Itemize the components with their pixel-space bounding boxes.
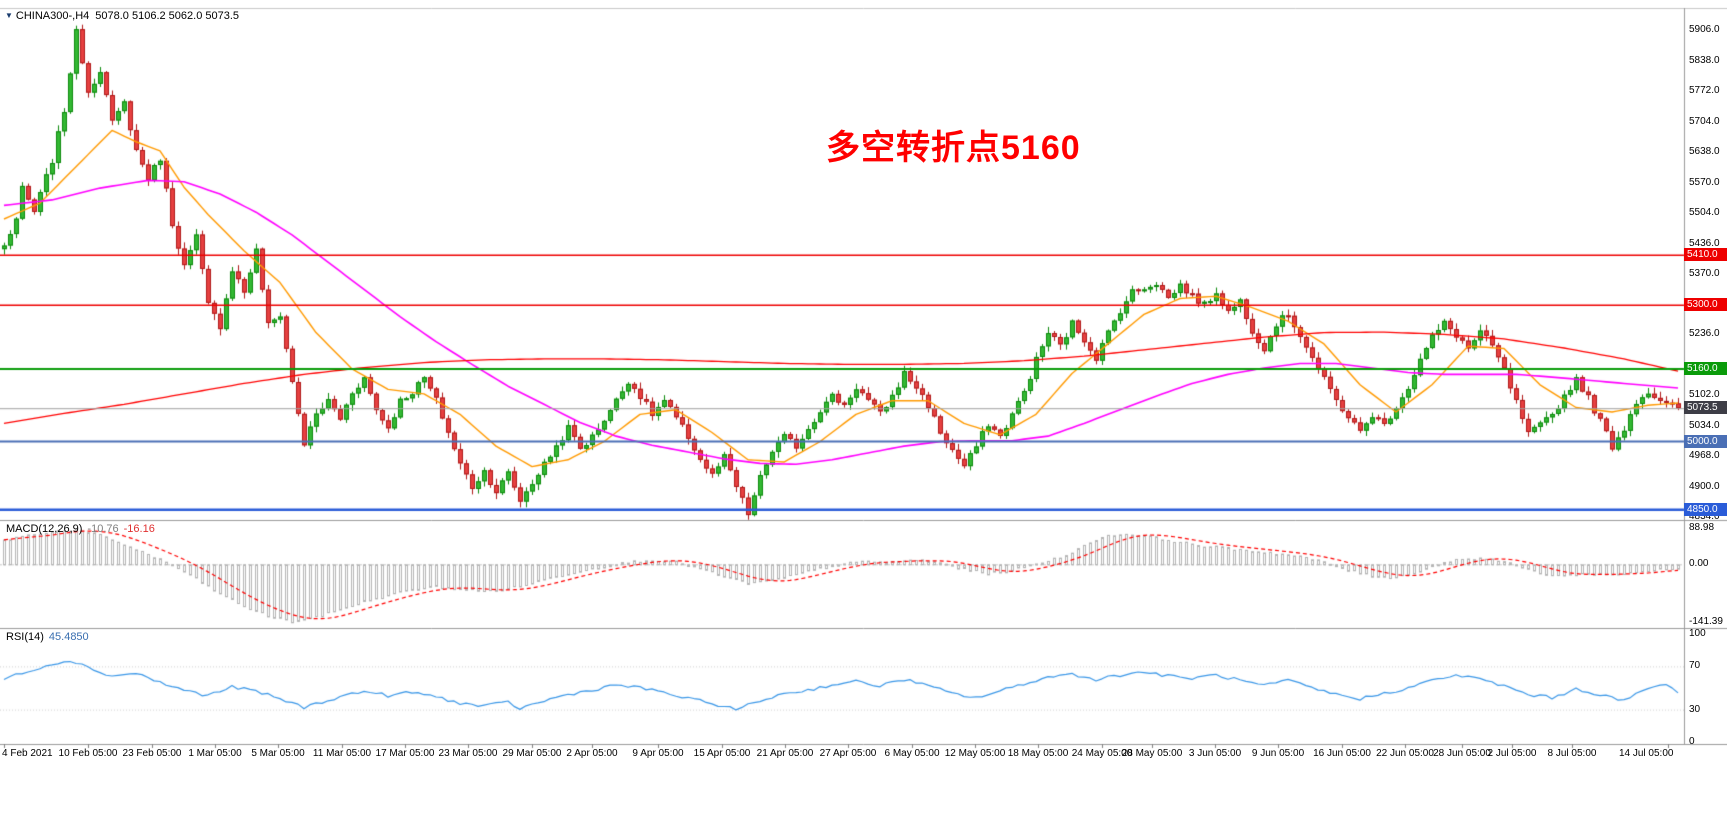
annotation-text: 多空转折点5160 (826, 129, 1081, 167)
macd-main-value: -10.76 (87, 523, 119, 535)
chart-collapse-icon[interactable]: ▼ (5, 11, 13, 20)
macd-label: MACD(12,26,9) (6, 523, 83, 535)
ohlc-values: 5078.0 5106.2 5062.0 5073.5 (95, 10, 240, 22)
macd-signal-value: -16.16 (123, 523, 155, 535)
macd-header: MACD(12,26,9) -10.76 -16.16 (6, 523, 155, 535)
chart-header: ▼ CHINA300-,H4 5078.0 5106.2 5062.0 5073.5 (5, 10, 239, 22)
rsi-value: 45.4850 (48, 631, 89, 643)
symbol-timeframe-label: CHINA300-,H4 (15, 10, 90, 22)
rsi-label: RSI(14) (6, 631, 44, 643)
rsi-header: RSI(14) 45.4850 (6, 631, 89, 643)
